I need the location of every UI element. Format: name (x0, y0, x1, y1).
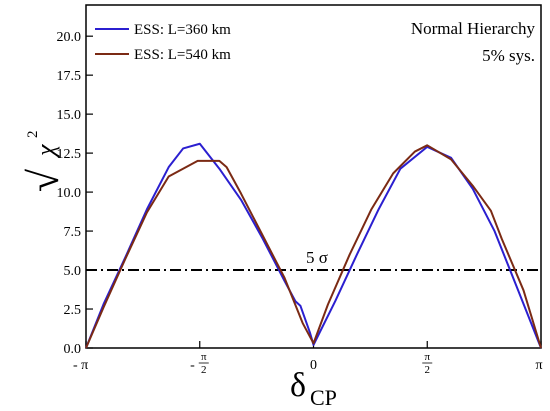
x-tick-label-numerator: π (201, 351, 207, 363)
y-axis: 0.0 2.5 5.0 7.5 10.0 12.5 15.0 17.5 20.0 (57, 30, 93, 357)
x-tick-label: π (535, 358, 542, 373)
x-tick-label: 0 (310, 358, 317, 373)
x-tick-label-sign: - (190, 358, 195, 373)
series-layer (85, 142, 542, 349)
y-tick-label: 0.0 (64, 342, 82, 357)
x-tick-label: - π (73, 358, 88, 373)
legend-label-series-0: ESS: L=360 km (134, 22, 231, 38)
series-line-0 (85, 142, 542, 349)
y-axis-title-radical: √ (22, 168, 68, 192)
x-tick-label-numerator: π (424, 351, 430, 363)
y-tick-label: 17.5 (57, 69, 82, 84)
y-axis-title: √ χ 2 (22, 131, 68, 193)
y-axis-title-exponent: 2 (25, 131, 41, 139)
legend: ESS: L=360 km ESS: L=540 km (95, 22, 231, 63)
y-axis-title-chi: χ (31, 144, 60, 159)
y-tick-label: 20.0 (57, 30, 82, 45)
y-tick-label: 10.0 (57, 186, 82, 201)
x-tick-label-denominator: 2 (425, 364, 431, 376)
y-tick-label: 15.0 (57, 108, 82, 123)
x-axis-title-delta: δ (290, 367, 306, 404)
reference-lines: 5 σ (86, 248, 541, 272)
reference-line-label: 5 σ (306, 248, 328, 267)
y-tick-label: 5.0 (64, 264, 82, 279)
x-axis-title: δ CP (290, 367, 337, 410)
series-line-1 (85, 144, 542, 349)
annotation-hierarchy: Normal Hierarchy (411, 19, 536, 38)
x-axis-title-subscript: CP (310, 385, 337, 410)
y-tick-label: 12.5 (57, 147, 82, 162)
x-tick-label-denominator: 2 (201, 364, 207, 376)
annotation-systematics: 5% sys. (482, 46, 535, 65)
y-tick-label: 7.5 (64, 225, 82, 240)
y-tick-label: 2.5 (64, 303, 82, 318)
legend-label-series-1: ESS: L=540 km (134, 47, 231, 63)
x-axis: - π -π2 0π2 π (73, 341, 543, 376)
